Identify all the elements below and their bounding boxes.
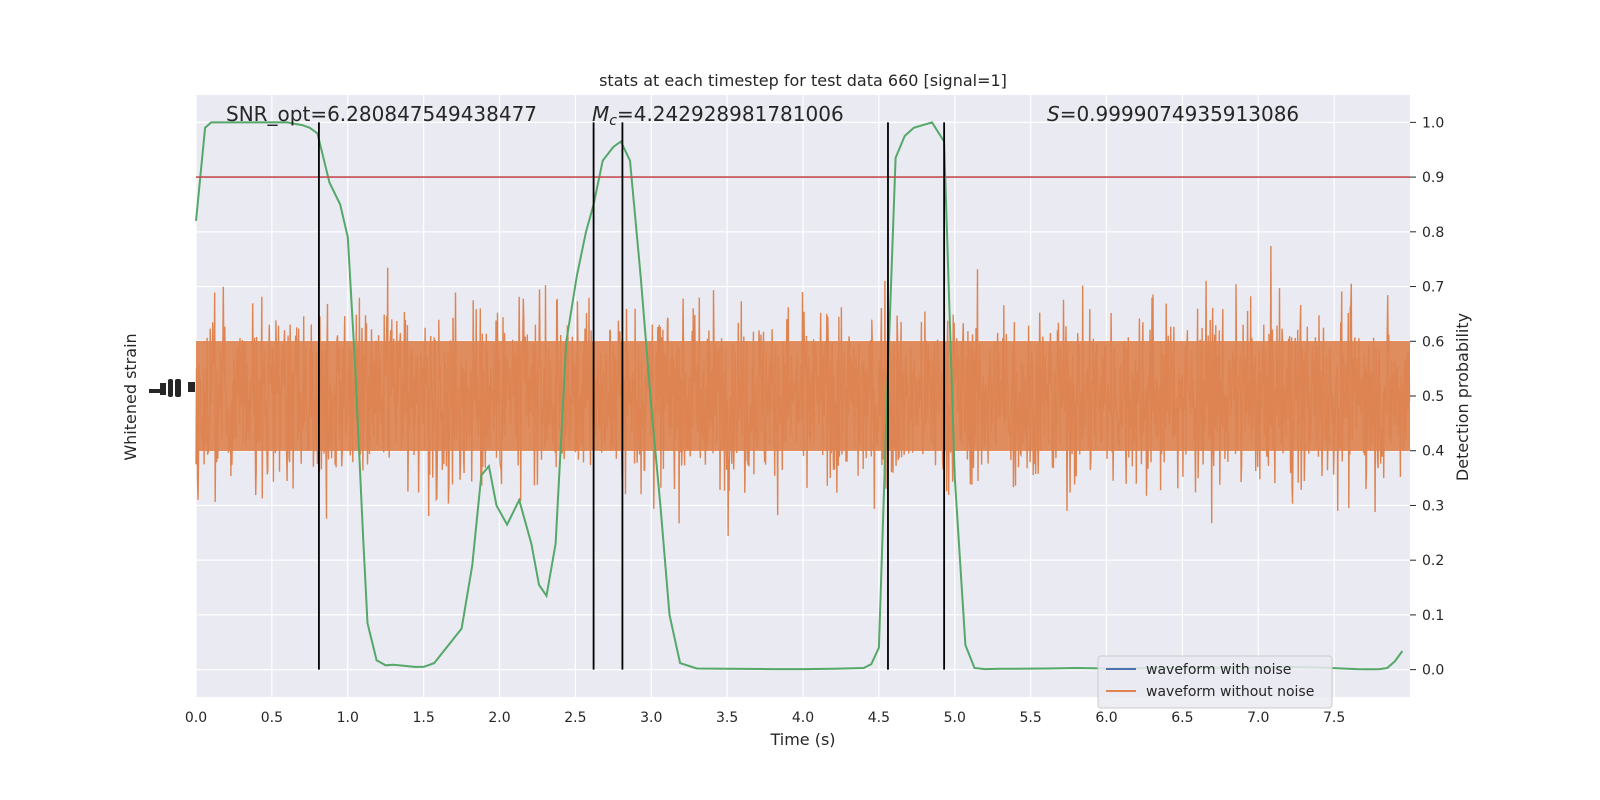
score-annotation: S=0.9999074935913086 <box>1047 102 1299 126</box>
vertical-marker-lines <box>318 122 946 670</box>
strain-waveform <box>195 245 1411 537</box>
y-tick-label: 1.0 <box>1422 115 1444 131</box>
strain-dense-band <box>196 341 1410 451</box>
x-tick-label: 2.0 <box>488 710 510 726</box>
x-tick-label: 0.0 <box>185 710 207 726</box>
chirp-mass-annotation: Mc=4.242928981781006 <box>592 102 844 129</box>
legend-label-noise: waveform with noise <box>1146 662 1291 678</box>
x-tick-label: 5.5 <box>1019 710 1041 726</box>
x-tick-label: 6.0 <box>1095 710 1117 726</box>
x-tick-label: 4.5 <box>868 710 890 726</box>
y-tick-label: 0.2 <box>1422 553 1444 569</box>
x-tick-label: 6.5 <box>1171 710 1193 726</box>
x-tick-label: 7.0 <box>1247 710 1269 726</box>
x-tick-label: 2.5 <box>564 710 586 726</box>
y-tick-label: 0.3 <box>1422 498 1444 514</box>
x-axis-label: Time (s) <box>769 730 835 749</box>
x-tick-label: 3.5 <box>716 710 738 726</box>
x-tick-label: 7.5 <box>1323 710 1345 726</box>
x-tick-label: 3.0 <box>640 710 662 726</box>
probability-trace <box>195 121 1404 671</box>
y-tick-label: 0.9 <box>1422 170 1444 186</box>
chart-title: stats at each timestep for test data 660… <box>599 71 1007 90</box>
y-tick-label: 0.6 <box>1422 334 1444 350</box>
y-tick-label: 0.5 <box>1422 389 1444 405</box>
legend: waveform with noise waveform without noi… <box>1097 655 1333 709</box>
x-tick-label: 4.0 <box>792 710 814 726</box>
snr-annotation: SNR_opt=6.280847549438477 <box>226 102 537 126</box>
y-tick-label: 0.1 <box>1422 608 1444 624</box>
x-tick-label: 5.0 <box>944 710 966 726</box>
y-tick-label: 0.8 <box>1422 225 1444 241</box>
y-axis-left-label: Whitened strain <box>121 333 140 460</box>
legend-label-clean: waveform without noise <box>1146 684 1314 700</box>
y-tick-label: 0.4 <box>1422 444 1444 460</box>
x-tick-label: 1.5 <box>412 710 434 726</box>
y-tick-label: 0.0 <box>1422 663 1444 679</box>
y-tick-label: 0.7 <box>1422 280 1444 296</box>
y-axis-right-ticks: 0.0 0.1 0.2 0.3 0.4 0.5 0.6 0.7 0.8 0.9 1.0 <box>1410 115 1444 679</box>
x-tick-label: 1.0 <box>337 710 359 726</box>
detection-probability-line <box>195 121 1404 671</box>
left-axis-offset-glyph <box>149 379 195 397</box>
x-axis-ticks: 0.0 0.5 1.0 1.5 2.0 2.5 3.0 3.5 4.0 4.5 5.0 5.5 6.0 6… <box>185 710 1345 726</box>
x-tick-label: 0.5 <box>261 710 283 726</box>
y-axis-right-label: Detection probability <box>1453 313 1472 481</box>
